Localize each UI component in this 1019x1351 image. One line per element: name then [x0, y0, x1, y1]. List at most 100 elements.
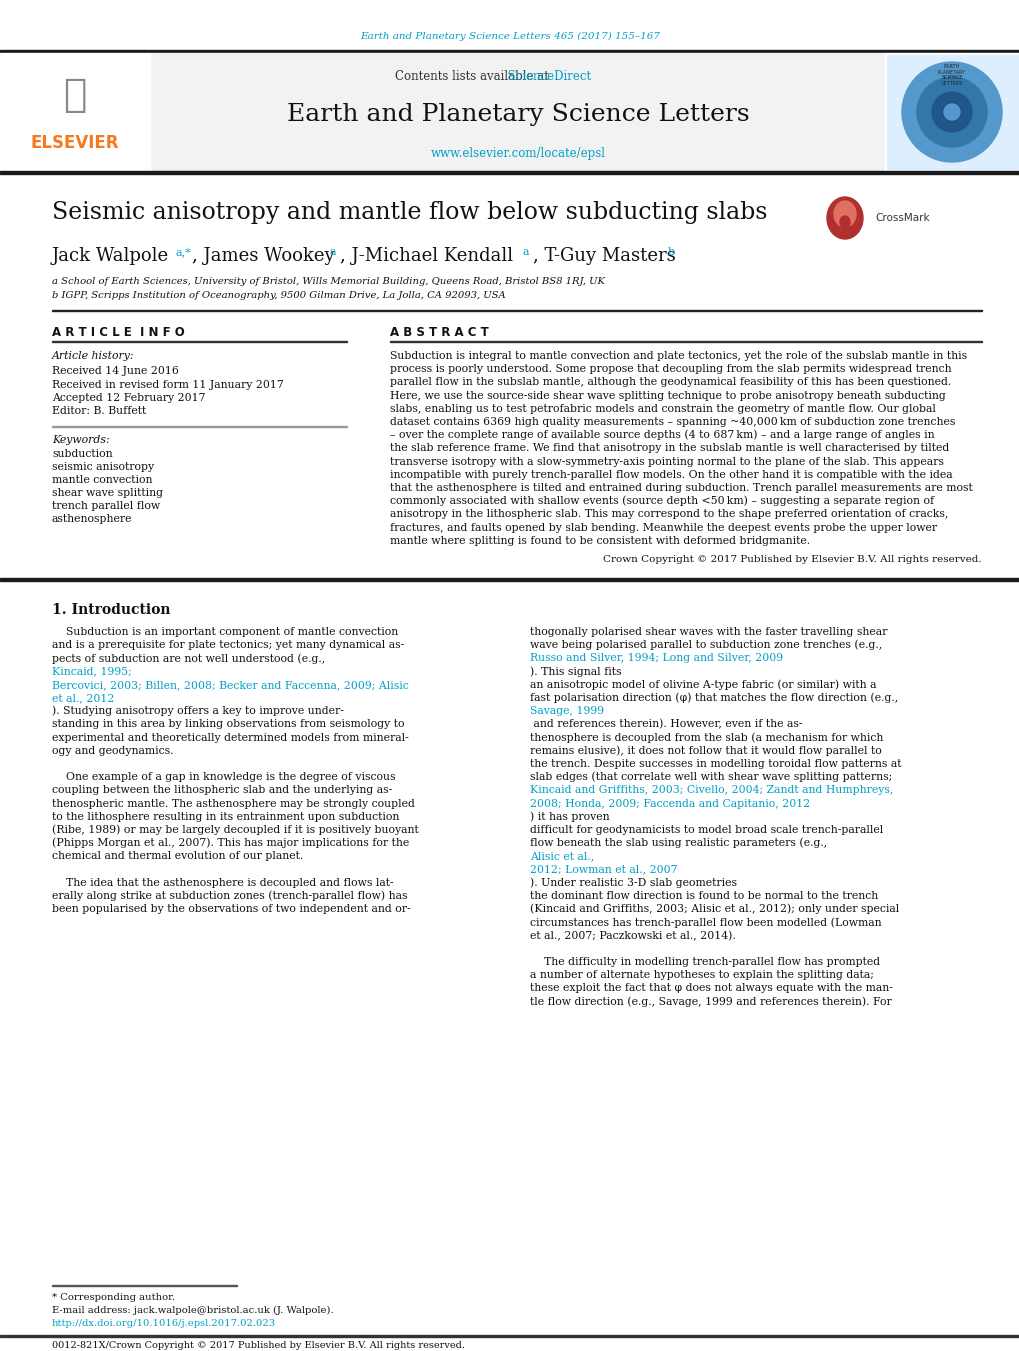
Text: to the lithosphere resulting in its entrainment upon subduction: to the lithosphere resulting in its entr…	[52, 812, 399, 821]
Text: a: a	[523, 247, 529, 257]
Text: seismic anisotropy: seismic anisotropy	[52, 462, 154, 471]
Text: anisotropy in the lithospheric slab. This may correspond to the shape preferred : anisotropy in the lithospheric slab. Thi…	[389, 509, 948, 519]
Text: Keywords:: Keywords:	[52, 435, 109, 444]
Text: 2012; Lowman et al., 2007: 2012; Lowman et al., 2007	[530, 865, 677, 874]
Text: fast polarisation direction (φ) that matches the flow direction (e.g.,: fast polarisation direction (φ) that mat…	[530, 693, 898, 704]
Text: ELSEVIER: ELSEVIER	[31, 134, 119, 153]
Text: flow beneath the slab using realistic parameters (e.g.,: flow beneath the slab using realistic pa…	[530, 838, 826, 848]
Text: (Ribe, 1989) or may be largely decoupled if it is positively buoyant: (Ribe, 1989) or may be largely decoupled…	[52, 824, 419, 835]
Text: One example of a gap in knowledge is the degree of viscous: One example of a gap in knowledge is the…	[52, 773, 395, 782]
Text: trench parallel flow: trench parallel flow	[52, 501, 160, 511]
Text: ScienceDirect: ScienceDirect	[394, 69, 591, 82]
Text: Earth and Planetary Science Letters: Earth and Planetary Science Letters	[286, 104, 749, 127]
Text: www.elsevier.com/locate/epsl: www.elsevier.com/locate/epsl	[430, 146, 605, 159]
Text: Bercovici, 2003; Billen, 2008; Becker and Faccenna, 2009; Alisic: Bercovici, 2003; Billen, 2008; Becker an…	[52, 680, 409, 690]
Text: Earth and Planetary Science Letters 465 (2017) 155–167: Earth and Planetary Science Letters 465 …	[360, 31, 659, 41]
Text: ogy and geodynamics.: ogy and geodynamics.	[52, 746, 173, 755]
Text: Contents lists available at: Contents lists available at	[394, 69, 552, 82]
Ellipse shape	[840, 216, 849, 228]
Text: Received 14 June 2016: Received 14 June 2016	[52, 366, 178, 376]
Text: transverse isotropy with a slow-symmetry-axis pointing normal to the plane of th: transverse isotropy with a slow-symmetry…	[389, 457, 943, 466]
Text: 0012-821X/Crown Copyright © 2017 Published by Elsevier B.V. All rights reserved.: 0012-821X/Crown Copyright © 2017 Publish…	[52, 1340, 465, 1350]
Text: et al., 2012: et al., 2012	[52, 693, 114, 703]
Text: Received in revised form 11 January 2017: Received in revised form 11 January 2017	[52, 380, 283, 389]
Text: Here, we use the source-side shear wave splitting technique to probe anisotropy : Here, we use the source-side shear wave …	[389, 390, 945, 401]
Text: slab edges (that correlate well with shear wave splitting patterns;: slab edges (that correlate well with she…	[530, 771, 892, 782]
Text: tle flow direction (e.g., Savage, 1999 and references therein). For: tle flow direction (e.g., Savage, 1999 a…	[530, 996, 891, 1006]
Text: incompatible with purely trench-parallel flow models. On the other hand it is co: incompatible with purely trench-parallel…	[389, 470, 952, 480]
Text: pects of subduction are not well understood (e.g.,: pects of subduction are not well underst…	[52, 653, 325, 663]
Text: Kincaid, 1995;: Kincaid, 1995;	[52, 666, 131, 677]
Bar	[0, 172, 1019, 174]
Bar	[150, 53, 884, 172]
Text: 1. Introduction: 1. Introduction	[52, 603, 170, 617]
Text: and references therein). However, even if the as-: and references therein). However, even i…	[530, 719, 802, 730]
Text: et al., 2007; Paczkowski et al., 2014).: et al., 2007; Paczkowski et al., 2014).	[530, 931, 735, 940]
Text: E-mail address: jack.walpole@bristol.ac.uk (J. Walpole).: E-mail address: jack.walpole@bristol.ac.…	[52, 1305, 333, 1315]
Text: parallel flow in the subslab mantle, although the geodynamical feasibility of th: parallel flow in the subslab mantle, alt…	[389, 377, 951, 388]
Text: that the asthenosphere is tilted and entrained during subduction. Trench paralle: that the asthenosphere is tilted and ent…	[389, 484, 972, 493]
Text: asthenosphere: asthenosphere	[52, 513, 132, 524]
Text: Kincaid and Griffiths, 2003; Civello, 2004; Zandt and Humphreys,: Kincaid and Griffiths, 2003; Civello, 20…	[530, 785, 893, 796]
Bar	[0, 53, 150, 172]
Text: 🌿: 🌿	[63, 76, 87, 113]
Text: an anisotropic model of olivine A-type fabric (or similar) with a: an anisotropic model of olivine A-type f…	[530, 680, 875, 690]
Ellipse shape	[826, 197, 862, 239]
Text: ). Studying anisotropy offers a key to improve under-: ). Studying anisotropy offers a key to i…	[52, 707, 343, 716]
Text: erally along strike at subduction zones (trench-parallel flow) has: erally along strike at subduction zones …	[52, 890, 408, 901]
Text: Subduction is an important component of mantle convection: Subduction is an important component of …	[52, 627, 397, 638]
Circle shape	[901, 62, 1001, 162]
Text: 2008; Honda, 2009; Faccenda and Capitanio, 2012: 2008; Honda, 2009; Faccenda and Capitani…	[530, 798, 809, 809]
Text: b IGPP, Scripps Institution of Oceanography, 9500 Gilman Drive, La Jolla, CA 920: b IGPP, Scripps Institution of Oceanogra…	[52, 292, 505, 300]
Text: a,*: a,*	[176, 247, 192, 257]
Text: Article history:: Article history:	[52, 351, 135, 361]
Bar	[0, 578, 1019, 581]
Text: mantle convection: mantle convection	[52, 476, 153, 485]
Text: mantle where splitting is found to be consistent with deformed bridgmanite.: mantle where splitting is found to be co…	[389, 536, 809, 546]
Text: a number of alternate hypotheses to explain the splitting data;: a number of alternate hypotheses to expl…	[530, 970, 873, 981]
Text: CrossMark: CrossMark	[874, 213, 928, 223]
Text: subduction: subduction	[52, 449, 112, 459]
Text: A R T I C L E  I N F O: A R T I C L E I N F O	[52, 327, 184, 339]
Text: The difficulty in modelling trench-parallel flow has prompted: The difficulty in modelling trench-paral…	[530, 957, 879, 967]
Bar	[884, 53, 1019, 172]
Text: (Kincaid and Griffiths, 2003; Alisic et al., 2012); only under special: (Kincaid and Griffiths, 2003; Alisic et …	[530, 904, 899, 915]
Circle shape	[931, 92, 971, 132]
Text: * Corresponding author.: * Corresponding author.	[52, 1293, 175, 1301]
Text: commonly associated with shallow events (source depth <50 km) – suggesting a sep: commonly associated with shallow events …	[389, 496, 933, 507]
Text: http://dx.doi.org/10.1016/j.epsl.2017.02.023: http://dx.doi.org/10.1016/j.epsl.2017.02…	[52, 1319, 276, 1328]
Text: Alisic et al.,: Alisic et al.,	[530, 851, 594, 862]
Text: a: a	[330, 247, 336, 257]
Text: remains elusive), it does not follow that it would flow parallel to: remains elusive), it does not follow tha…	[530, 746, 880, 757]
Text: thenosphere is decoupled from the slab (a mechanism for which: thenosphere is decoupled from the slab (…	[530, 732, 882, 743]
Text: difficult for geodynamicists to model broad scale trench-parallel: difficult for geodynamicists to model br…	[530, 825, 882, 835]
Bar	[887, 55, 1017, 169]
Text: Jack Walpole: Jack Walpole	[52, 247, 169, 265]
Text: coupling between the lithospheric slab and the underlying as-: coupling between the lithospheric slab a…	[52, 785, 392, 796]
Text: – over the complete range of available source depths (4 to 687 km) – and a large: – over the complete range of available s…	[389, 430, 933, 440]
Ellipse shape	[834, 201, 855, 227]
Text: the slab reference frame. We find that anisotropy in the subslab mantle is well : the slab reference frame. We find that a…	[389, 443, 949, 454]
Text: the dominant flow direction is found to be normal to the trench: the dominant flow direction is found to …	[530, 892, 877, 901]
Text: the trench. Despite successes in modelling toroidal flow patterns at: the trench. Despite successes in modelli…	[530, 759, 901, 769]
Bar	[0, 50, 1019, 53]
Text: been popularised by the observations of two independent and or-: been popularised by the observations of …	[52, 904, 411, 915]
Bar	[0, 1335, 1019, 1337]
Text: Russo and Silver, 1994; Long and Silver, 2009: Russo and Silver, 1994; Long and Silver,…	[530, 654, 783, 663]
Text: Editor: B. Buffett: Editor: B. Buffett	[52, 407, 146, 416]
Text: these exploit the fact that φ does not always equate with the man-: these exploit the fact that φ does not a…	[530, 984, 892, 993]
Text: wave being polarised parallel to subduction zone trenches (e.g.,: wave being polarised parallel to subduct…	[530, 640, 881, 650]
Text: and is a prerequisite for plate tectonics; yet many dynamical as-: and is a prerequisite for plate tectonic…	[52, 640, 404, 650]
Text: EARTH
PLANETARY
SCIENCE
LETTERS: EARTH PLANETARY SCIENCE LETTERS	[937, 63, 965, 86]
Text: , James Wookey: , James Wookey	[192, 247, 334, 265]
Text: thogonally polarised shear waves with the faster travelling shear: thogonally polarised shear waves with th…	[530, 627, 887, 638]
Text: ) it has proven: ) it has proven	[530, 812, 609, 821]
Text: a School of Earth Sciences, University of Bristol, Wills Memorial Building, Quee: a School of Earth Sciences, University o…	[52, 277, 604, 286]
Text: (Phipps Morgan et al., 2007). This has major implications for the: (Phipps Morgan et al., 2007). This has m…	[52, 838, 409, 848]
Circle shape	[943, 104, 959, 120]
Text: , T-Guy Masters: , T-Guy Masters	[533, 247, 675, 265]
Text: Accepted 12 February 2017: Accepted 12 February 2017	[52, 393, 205, 403]
Text: Crown Copyright © 2017 Published by Elsevier B.V. All rights reserved.: Crown Copyright © 2017 Published by Else…	[603, 555, 981, 565]
Text: fractures, and faults opened by slab bending. Meanwhile the deepest events probe: fractures, and faults opened by slab ben…	[389, 523, 936, 532]
Text: shear wave splitting: shear wave splitting	[52, 488, 163, 499]
